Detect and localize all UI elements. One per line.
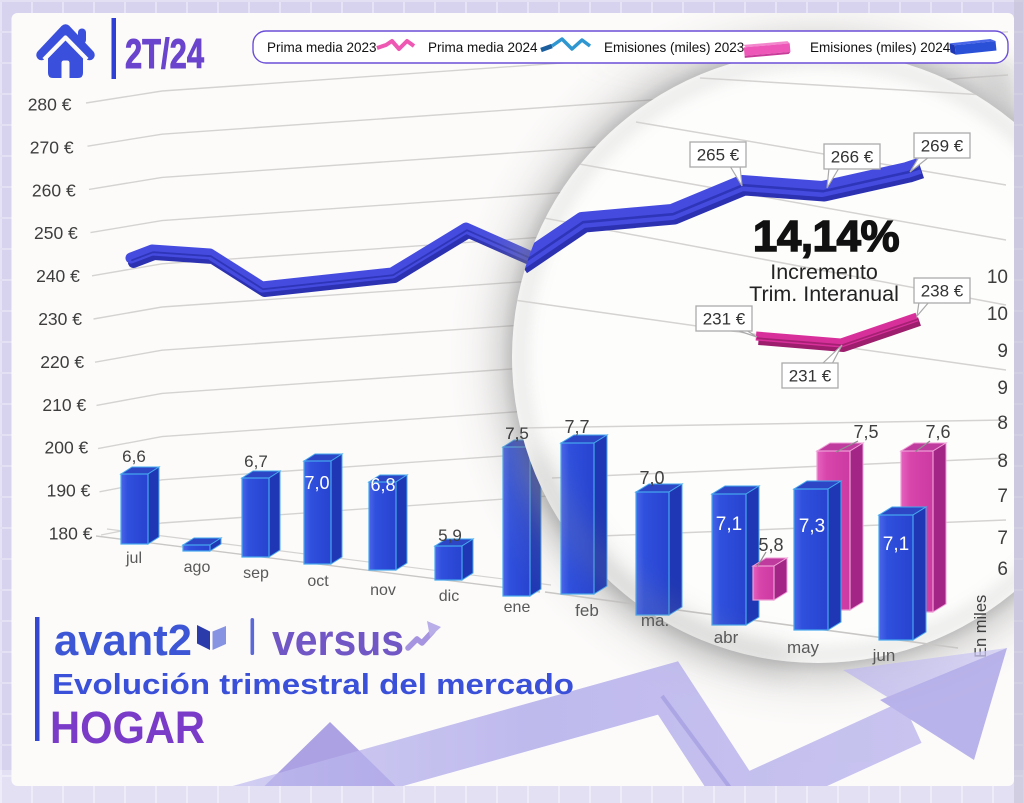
svg-text:266 €: 266 € <box>831 148 874 167</box>
svg-text:9: 9 <box>997 341 1008 362</box>
svg-text:260 €: 260 € <box>32 180 76 200</box>
svg-text:Trim. Interanual: Trim. Interanual <box>749 282 899 306</box>
svg-text:Evolución trimestral del merca: Evolución trimestral del mercado <box>52 669 574 701</box>
svg-text:oct: oct <box>307 573 329 590</box>
svg-text:2T/24: 2T/24 <box>125 30 204 77</box>
svg-text:14,14%: 14,14% <box>753 212 899 261</box>
svg-text:180 €: 180 € <box>49 524 93 544</box>
svg-text:ago: ago <box>184 559 211 576</box>
svg-text:En miles: En miles <box>972 595 990 658</box>
svg-text:230 €: 230 € <box>38 309 82 329</box>
svg-text:5,8: 5,8 <box>758 535 783 555</box>
svg-text:7: 7 <box>997 528 1008 549</box>
svg-text:HOGAR: HOGAR <box>50 702 205 753</box>
svg-text:7,1: 7,1 <box>883 534 909 555</box>
svg-text:220 €: 220 € <box>40 352 84 372</box>
svg-text:Incremento: Incremento <box>770 260 878 284</box>
svg-text:nov: nov <box>370 582 396 599</box>
svg-text:sep: sep <box>243 565 269 582</box>
svg-text:8: 8 <box>997 451 1008 472</box>
svg-text:270 €: 270 € <box>30 137 74 157</box>
svg-text:Prima media 2023: Prima media 2023 <box>267 40 377 55</box>
svg-text:238 €: 238 € <box>921 282 964 301</box>
svg-text:8: 8 <box>997 413 1008 434</box>
svg-text:7,6: 7,6 <box>925 422 950 442</box>
svg-text:6,6: 6,6 <box>122 447 146 466</box>
svg-text:versus: versus <box>272 616 404 665</box>
svg-text:7,5: 7,5 <box>505 424 529 443</box>
svg-text:10: 10 <box>987 304 1008 325</box>
svg-text:231 €: 231 € <box>789 367 832 386</box>
svg-text:Emisiones (miles) 2023: Emisiones (miles) 2023 <box>604 40 744 55</box>
svg-text:Prima media 2024: Prima media 2024 <box>428 40 538 55</box>
svg-text:ma.: ma. <box>641 611 669 630</box>
svg-text:240 €: 240 € <box>36 266 80 286</box>
svg-text:250 €: 250 € <box>34 223 78 243</box>
svg-text:7,7: 7,7 <box>564 417 589 437</box>
svg-text:7,3: 7,3 <box>799 516 825 537</box>
svg-text:10: 10 <box>987 267 1008 288</box>
svg-text:jul: jul <box>125 550 142 567</box>
svg-text:231 €: 231 € <box>703 310 746 329</box>
svg-text:190 €: 190 € <box>47 481 91 501</box>
svg-text:210 €: 210 € <box>42 395 86 415</box>
svg-text:abr: abr <box>714 628 739 647</box>
svg-text:jun: jun <box>872 646 896 665</box>
svg-text:7,5: 7,5 <box>853 422 878 442</box>
svg-text:may: may <box>787 638 820 657</box>
svg-text:avant2: avant2 <box>54 616 192 665</box>
svg-text:Emisiones (miles) 2024: Emisiones (miles) 2024 <box>810 40 951 55</box>
svg-text:9: 9 <box>997 378 1008 399</box>
svg-text:7: 7 <box>997 486 1008 507</box>
svg-text:6: 6 <box>997 559 1008 580</box>
svg-text:7,1: 7,1 <box>716 514 742 535</box>
svg-text:265 €: 265 € <box>697 146 740 165</box>
svg-text:feb: feb <box>575 601 599 620</box>
svg-text:269 €: 269 € <box>921 137 964 156</box>
svg-text:7,0: 7,0 <box>639 468 664 488</box>
svg-text:6,7: 6,7 <box>244 452 268 471</box>
svg-text:200 €: 200 € <box>45 438 89 458</box>
svg-text:7,0: 7,0 <box>304 473 329 493</box>
svg-text:280 €: 280 € <box>28 95 72 115</box>
svg-text:6,8: 6,8 <box>370 475 395 495</box>
